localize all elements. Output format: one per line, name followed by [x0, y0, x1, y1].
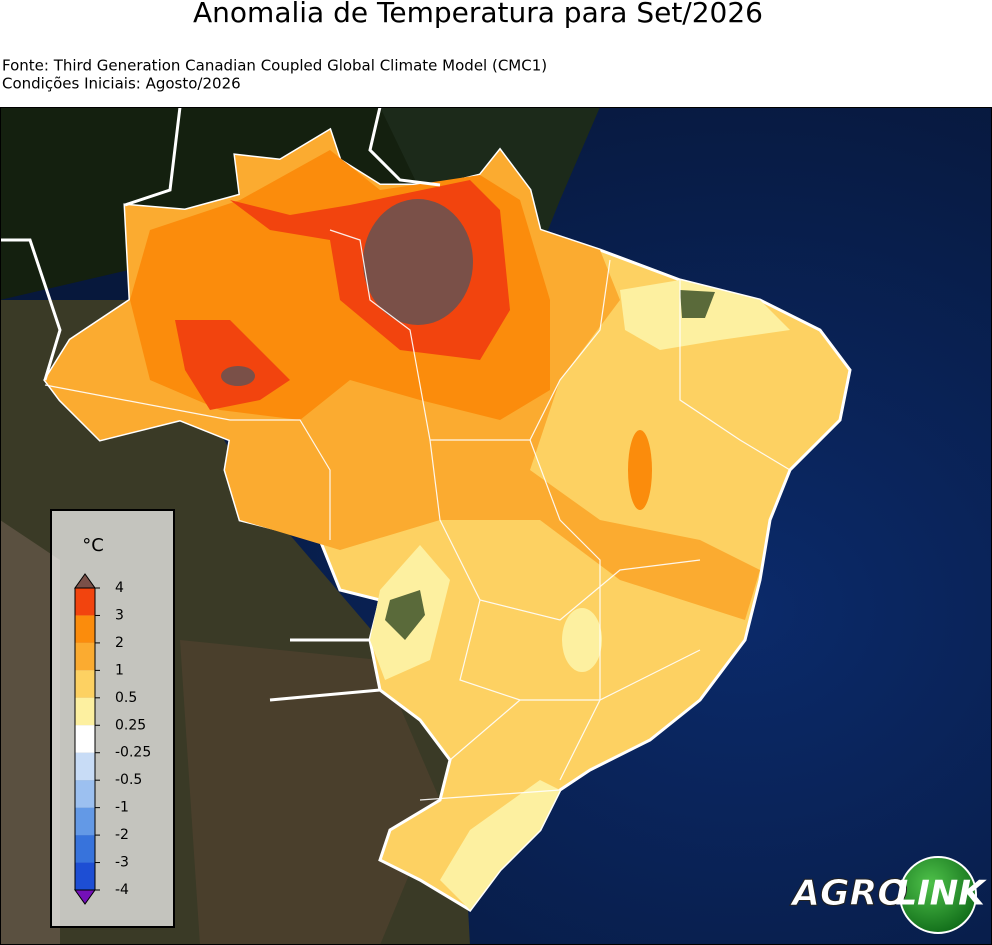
colorbar-bin	[75, 780, 95, 808]
colorbar-bin	[75, 752, 95, 781]
colorbar-tick-label: 2	[115, 635, 124, 651]
colorbar-unit: °C	[82, 535, 104, 556]
colorbar-tick-label: -4	[115, 882, 129, 898]
colorbar-tick-label: 4	[115, 580, 124, 596]
colorbar-tick-label: 0.5	[115, 690, 137, 706]
colorbar-bin	[75, 725, 95, 753]
colorbar-tick-label: -2	[115, 827, 129, 843]
colorbar-bin	[75, 670, 95, 698]
colorbar: °C 4 3 2 1 0.5 0.25 -0.25 -0.5 -1 -2 -3 -4	[50, 509, 175, 928]
logo-left: AGRO	[789, 873, 908, 914]
map	[1, 108, 991, 944]
colorbar-tick-label: -0.25	[115, 745, 151, 761]
colorbar-bin	[75, 588, 95, 616]
colorbar-bin	[75, 862, 95, 890]
initial-conditions: Condições Iniciais: Agosto/2026	[2, 75, 241, 93]
colorbar-bin	[75, 615, 95, 643]
colorbar-bin	[75, 835, 95, 863]
colorbar-tick-label: -1	[115, 800, 129, 816]
logo: AGRO LINK	[789, 856, 987, 934]
colorbar-tick-label: 3	[115, 607, 124, 623]
title: Anomalia de Temperatura para Set/2026	[193, 0, 763, 29]
colorbar-tick-label: -0.5	[115, 772, 142, 788]
source: Fonte: Third Generation Canadian Coupled…	[2, 57, 547, 75]
logo-right: LINK	[895, 874, 987, 914]
colorbar-tick-label: 1	[115, 662, 124, 678]
colorbar-tick-label: -3	[115, 855, 129, 871]
colorbar-bin	[75, 807, 95, 836]
colorbar-bin	[75, 697, 95, 726]
colorbar-tick-label: 0.25	[115, 717, 146, 733]
colorbar-frame	[74, 587, 96, 891]
colorbar-bin	[75, 642, 95, 671]
